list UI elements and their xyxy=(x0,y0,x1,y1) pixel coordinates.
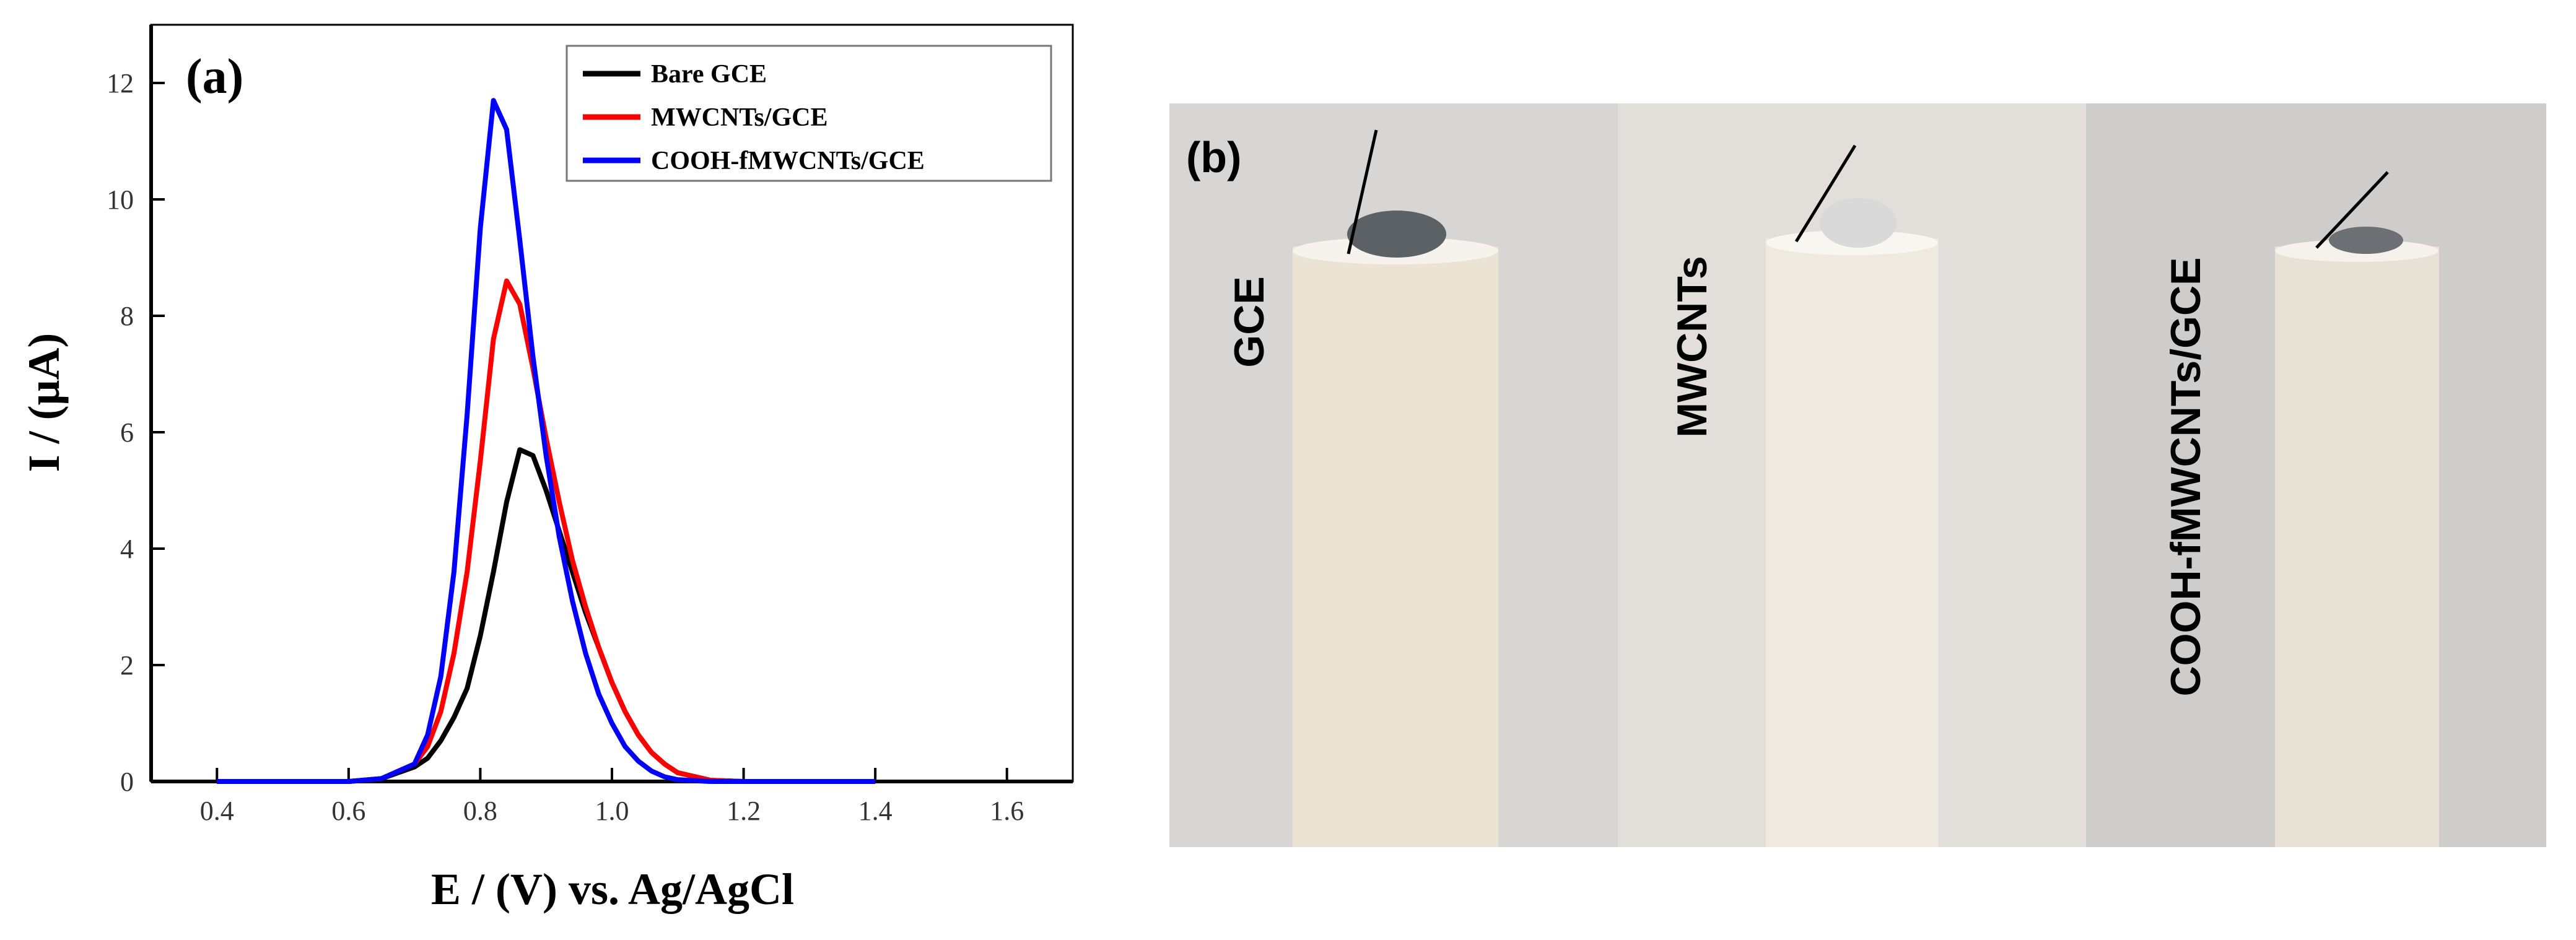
photo-panel: (b) GCE MWCNTs COOH-fMWCNTs/GCE xyxy=(1169,103,2546,847)
legend-label: Bare GCE xyxy=(651,60,767,89)
data-line xyxy=(217,278,876,784)
droplet xyxy=(1347,211,1446,258)
y-tick-label: 12 xyxy=(107,68,134,98)
x-tick-label: 1.4 xyxy=(858,796,893,826)
y-axis-label: I / (μA) xyxy=(19,333,69,472)
electrode-label: MWCNTs xyxy=(1669,256,1716,437)
legend-label: COOH-fMWCNTs/GCE xyxy=(651,147,925,175)
x-axis-label: E / (V) vs. Ag/AgCl xyxy=(431,864,794,914)
y-tick-label: 2 xyxy=(120,650,134,681)
electrode-label: COOH-fMWCNTs/GCE xyxy=(2162,258,2209,697)
photo-panel-label: (b) xyxy=(1186,133,1241,181)
x-tick-label: 0.4 xyxy=(200,796,234,826)
x-tick-label: 1.0 xyxy=(595,796,629,826)
electrode xyxy=(1293,246,1498,847)
x-tick-label: 1.2 xyxy=(727,796,761,826)
y-tick-label: 0 xyxy=(120,767,134,797)
y-tick-label: 6 xyxy=(120,417,134,448)
tangent-line xyxy=(1794,144,1857,243)
data-line xyxy=(217,447,876,784)
droplet xyxy=(1820,198,1897,248)
y-tick-label: 10 xyxy=(107,185,134,215)
x-tick-label: 0.8 xyxy=(463,796,497,826)
legend-box xyxy=(565,45,1052,182)
droplet xyxy=(2329,227,2403,254)
electrode-label: GCE xyxy=(1226,276,1273,367)
panel-label: (a) xyxy=(186,50,243,104)
x-tick-label: 0.6 xyxy=(331,796,365,826)
y-tick-label: 8 xyxy=(120,301,134,331)
legend-label: MWCNTs/GCE xyxy=(651,103,828,132)
electrode xyxy=(2275,246,2439,847)
tangent-line xyxy=(1347,129,1378,255)
y-tick-label: 4 xyxy=(120,534,134,564)
electrode xyxy=(1766,238,1938,847)
x-tick-label: 1.6 xyxy=(990,796,1024,826)
chart-panel: (a) E / (V) vs. Ag/AgCl I / (μA) 0.4 0.6 0… xyxy=(19,24,1074,914)
tangent-line xyxy=(2315,171,2389,249)
data-line xyxy=(217,98,876,784)
